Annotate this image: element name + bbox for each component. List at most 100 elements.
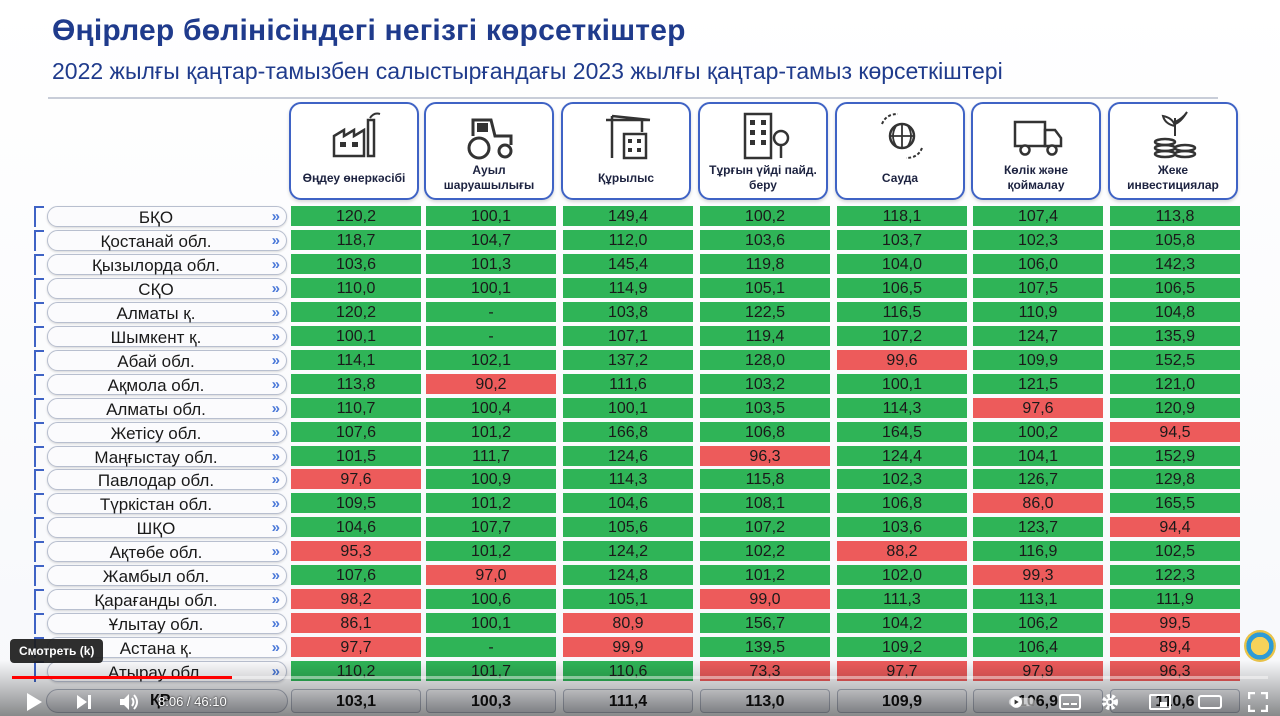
table-cell: 106,8 [700, 422, 830, 442]
page-title: Өңірлер бөлінісіндегі негізгі көрсеткішт… [52, 14, 686, 47]
row-bracket [34, 278, 44, 299]
region-name: Ақмола обл. [107, 376, 205, 395]
region-row-label[interactable]: Жетісу обл. » [34, 422, 288, 443]
table-cell: 126,7 [973, 469, 1103, 489]
autoplay-toggle[interactable] [1008, 688, 1036, 716]
table-cell: 165,5 [1110, 493, 1240, 513]
row-bracket [34, 230, 44, 251]
region-row-label[interactable]: Алматы қ. » [34, 302, 288, 323]
double-chevron-right-icon: » [271, 208, 280, 225]
settings-button[interactable] [1096, 688, 1124, 716]
region-pill: Қызылорда обл. » [47, 254, 287, 275]
region-name: Алматы қ. [116, 304, 196, 323]
row-bracket [34, 613, 44, 634]
region-name: ШҚО [136, 519, 176, 538]
column-header-label: Көлік және қоймалау [1003, 163, 1069, 192]
region-row-label[interactable]: ШҚО » [34, 517, 288, 538]
table-cell: 104,8 [1110, 302, 1240, 322]
region-row-label[interactable]: Қостанай обл. » [34, 230, 288, 251]
table-cell: 110,7 [291, 398, 421, 418]
region-pill: Шымкент қ. » [47, 326, 287, 347]
miniplayer-icon [1149, 694, 1171, 710]
page-subtitle: 2022 жылғы қаңтар-тамызбен салыстырғанда… [52, 58, 1003, 84]
theater-mode-button[interactable] [1196, 688, 1224, 716]
table-cell: 98,2 [291, 589, 421, 609]
column-header-label: Сауда [881, 170, 919, 185]
table-cell: 107,6 [291, 565, 421, 585]
table-cell: 110,2 [291, 661, 421, 681]
region-name: Түркістан обл. [99, 495, 213, 514]
table-cell: 118,7 [291, 230, 421, 250]
region-name: Маңғыстау обл. [94, 448, 218, 467]
region-row-label[interactable]: БҚО » [34, 206, 288, 227]
double-chevron-right-icon: » [271, 495, 280, 512]
table-cell: 100,2 [700, 206, 830, 226]
table-cell: 109,9 [973, 350, 1103, 370]
region-row-label[interactable]: Жамбыл обл. » [34, 565, 288, 586]
total-cell: 103,1 [291, 689, 421, 713]
table-cell: 128,0 [700, 350, 830, 370]
table-cell: 164,5 [837, 422, 967, 442]
table-cell: 113,8 [1110, 206, 1240, 226]
table-cell: 94,4 [1110, 517, 1240, 537]
region-row-label[interactable]: Алматы обл. » [34, 398, 288, 419]
region-row-label[interactable]: Ұлытау обл. » [34, 613, 288, 634]
total-label-pill [46, 689, 288, 713]
region-pill: Ұлытау обл. » [47, 613, 287, 634]
region-row-label[interactable]: Қызылорда обл. » [34, 254, 288, 275]
region-row-label[interactable]: Абай обл. » [34, 350, 288, 371]
double-chevron-right-icon: » [271, 424, 280, 441]
table-cell: 112,0 [563, 230, 693, 250]
table-cell: 107,1 [563, 326, 693, 346]
region-pill: Түркістан обл. » [47, 493, 287, 514]
region-row-label[interactable]: Түркістан обл. » [34, 493, 288, 514]
column-header: Сауда [835, 102, 965, 200]
play-button[interactable] [20, 688, 48, 716]
region-row-label[interactable]: Ақтөбе обл. » [34, 541, 288, 562]
table-cell: 106,5 [837, 278, 967, 298]
table-cell: 124,2 [563, 541, 693, 561]
row-bracket [34, 254, 44, 275]
region-name: Ақтөбе обл. [109, 543, 203, 562]
playback-time: 8:06 / 46:10 [158, 694, 227, 709]
table-cell: - [426, 637, 556, 657]
double-chevron-right-icon: » [271, 232, 280, 249]
row-bracket [34, 517, 44, 538]
region-row-label[interactable]: СҚО » [34, 278, 288, 299]
table-cell: 119,4 [700, 326, 830, 346]
next-button[interactable] [70, 688, 98, 716]
region-row-label[interactable]: Астана қ. » [34, 637, 288, 658]
table-cell: 114,3 [837, 398, 967, 418]
row-bracket [34, 565, 44, 586]
column-header-label: Өңдеу өнеркәсібі [302, 170, 406, 185]
table-cell: 103,8 [563, 302, 693, 322]
subtitles-button[interactable] [1056, 688, 1084, 716]
progress-track[interactable] [12, 676, 1268, 679]
region-pill: Қарағанды обл. » [47, 589, 287, 610]
table-cell: 97,7 [837, 661, 967, 681]
table-cell: 100,4 [426, 398, 556, 418]
table-cell: 104,0 [837, 254, 967, 274]
table-cell: 116,9 [973, 541, 1103, 561]
player-gradient [0, 660, 1280, 716]
progress-played [12, 676, 232, 679]
table-cell: 103,6 [291, 254, 421, 274]
region-row-label[interactable]: Маңғыстау обл. » [34, 446, 288, 467]
double-chevron-right-icon: » [271, 328, 280, 345]
miniplayer-button[interactable] [1146, 688, 1174, 716]
fullscreen-button[interactable] [1244, 688, 1272, 716]
region-row-label[interactable]: Ақмола обл. » [34, 374, 288, 395]
double-chevron-right-icon: » [271, 376, 280, 393]
region-row-label[interactable]: Шымкент қ. » [34, 326, 288, 347]
region-row-label[interactable]: Қарағанды обл. » [34, 589, 288, 610]
table-cell: 101,3 [426, 254, 556, 274]
row-bracket [34, 469, 44, 490]
table-cell: 100,1 [563, 398, 693, 418]
region-row-label[interactable]: Павлодар обл. » [34, 469, 288, 490]
volume-button[interactable] [116, 688, 144, 716]
double-chevron-right-icon: » [271, 471, 280, 488]
table-cell: 101,5 [291, 446, 421, 466]
table-cell: 113,1 [973, 589, 1103, 609]
watch-later-tooltip: Смотреть (k) [10, 639, 104, 663]
